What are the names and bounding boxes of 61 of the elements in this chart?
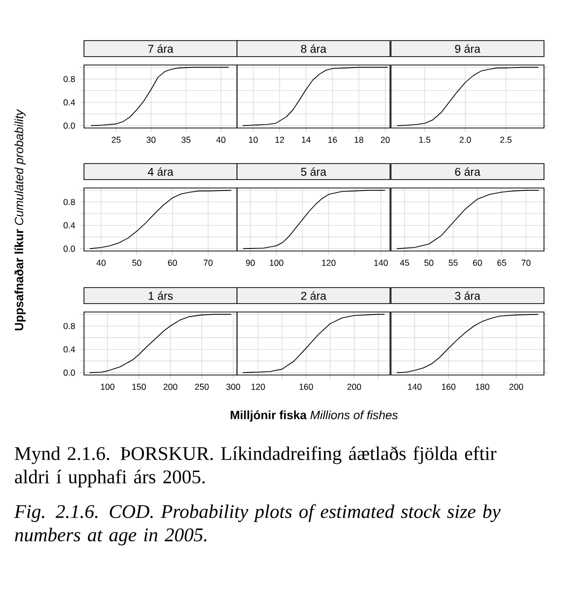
x-tick-label: 30 xyxy=(146,136,156,143)
y-tick-label: 0.0 xyxy=(64,370,75,376)
x-tick-label: 12 xyxy=(275,136,284,143)
x-tick-label: 65 xyxy=(497,260,506,266)
chart-title: 7 ára xyxy=(148,44,174,53)
x-tick-label: 18 xyxy=(354,136,364,143)
x-tick-label: 20 xyxy=(380,136,390,143)
x-tick-label: 25 xyxy=(112,136,121,143)
chart-title: 8 ára xyxy=(301,44,326,53)
x-tick-label: 90 xyxy=(246,260,255,266)
y-tick-label: 0.8 xyxy=(64,76,75,82)
x-tick-label: 14 xyxy=(302,136,311,143)
x-tick-label: 40 xyxy=(96,260,106,266)
x-tick-label: 2.0 xyxy=(460,136,471,143)
x-tick-label: 150 xyxy=(132,384,146,390)
x-tick-label: 100 xyxy=(270,260,284,266)
x-tick-label: 70 xyxy=(522,260,531,266)
x-tick-label: 120 xyxy=(251,384,265,390)
chart-title: 9 ára xyxy=(455,44,480,53)
x-tick-label: 200 xyxy=(347,384,362,390)
y-axis-title: Uppsafnaðar líkur Cumulated probability xyxy=(14,109,26,330)
text: Mynd 2.1.6. ÞORSKUR. Líkindadreifing áætlaðs fjölda eftir aldri í upphafi árs 2005. xyxy=(14,446,496,488)
x-tick-label: 100 xyxy=(100,384,114,390)
x-tick-label: 160 xyxy=(300,384,313,390)
y-tick-label: 0.8 xyxy=(64,198,75,206)
caption: Fig. 2.1.6. COD. Probability plots of estimated stock size by numbers at age in 2005. xyxy=(14,504,501,546)
x-tick-label: 140 xyxy=(408,384,422,390)
y-tick-label: 0.0 xyxy=(64,246,75,252)
x-tick-label: 70 xyxy=(204,260,213,266)
x-tick-label: 50 xyxy=(424,260,434,266)
chart-title: 5 ára xyxy=(301,167,326,176)
y-tick-label: 0.0 xyxy=(64,122,75,129)
x-tick-label: 300 xyxy=(226,384,240,390)
chart-title: 3 ára xyxy=(455,291,480,300)
x-tick-label: 40 xyxy=(216,136,226,143)
chart-title: 2 ára xyxy=(301,291,326,300)
x-tick-label: 55 xyxy=(448,260,458,266)
chart-title: 6 ára xyxy=(455,167,480,176)
x-tick-label: 180 xyxy=(476,384,490,390)
chart-title: 4 ára xyxy=(148,167,174,176)
x-tick-label: 16 xyxy=(328,136,337,143)
x-tick-label: 60 xyxy=(168,260,177,266)
x-tick-label: 200 xyxy=(164,384,178,390)
x-tick-label: 140 xyxy=(374,260,388,266)
x-tick-label: 2.5 xyxy=(500,136,512,143)
x-tick-label: 50 xyxy=(132,260,142,266)
y-tick-label: 0.4 xyxy=(64,222,76,228)
x-tick-label: 160 xyxy=(442,384,456,390)
x-tick-label: 45 xyxy=(400,260,410,266)
x-tick-label: 60 xyxy=(473,260,482,266)
x-tick-label: 200 xyxy=(509,384,524,390)
x-tick-label: 250 xyxy=(195,384,209,390)
chart-title: 1 árs xyxy=(148,291,173,300)
y-tick-label: 0.8 xyxy=(64,322,75,330)
x-tick-label: 120 xyxy=(322,260,336,266)
x-tick-label: 10 xyxy=(249,136,258,143)
y-tick-label: 0.4 xyxy=(64,99,76,106)
x-tick-label: 35 xyxy=(182,136,190,143)
x-axis-title: Milljónir fiska Millions of fishes xyxy=(230,410,398,422)
x-tick-label: 1.5 xyxy=(419,136,430,143)
y-tick-label: 0.4 xyxy=(64,346,76,352)
